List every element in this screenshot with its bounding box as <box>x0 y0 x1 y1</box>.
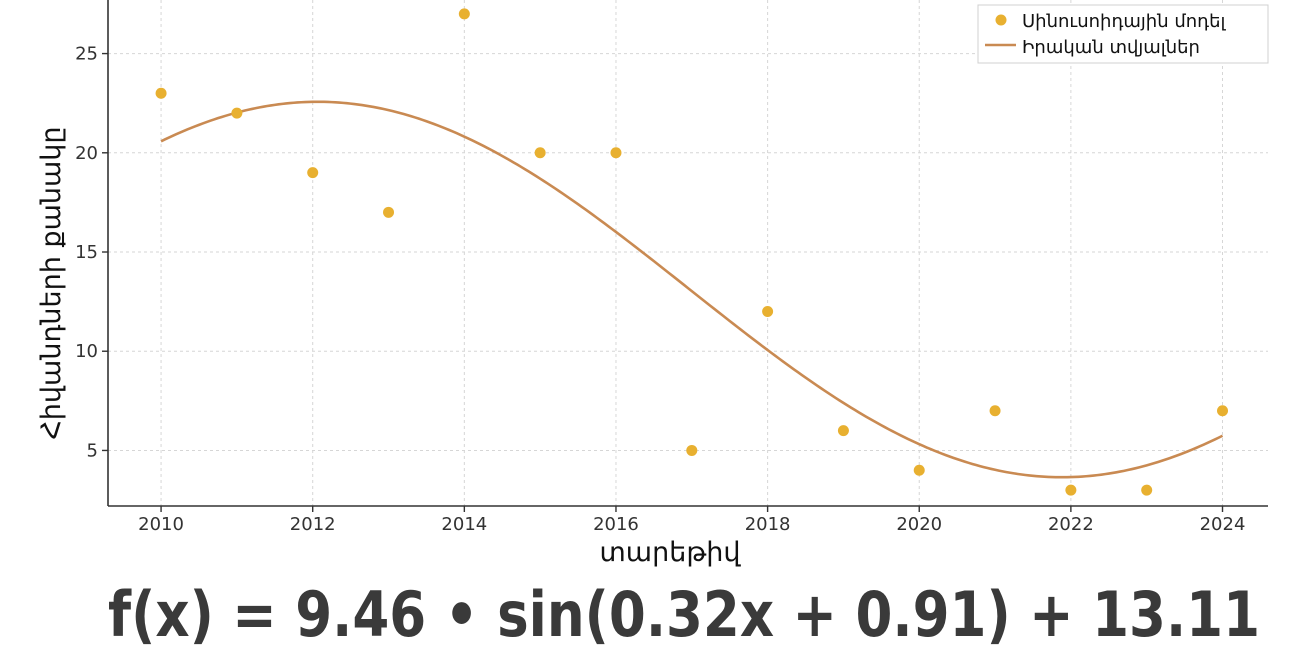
model-curve <box>160 100 1224 479</box>
data-point <box>231 107 243 119</box>
y-tick-label: 20 <box>75 143 98 164</box>
data-point <box>1217 405 1229 417</box>
y-tick-label: 25 <box>75 44 98 65</box>
data-point <box>534 147 546 159</box>
x-tick-label: 2020 <box>896 514 942 535</box>
data-point <box>383 206 395 218</box>
data-point <box>989 405 1001 417</box>
data-point <box>762 306 774 318</box>
x-ticks: 2010 2012 2014 2016 2018 2020 2022 2024 <box>138 506 1245 535</box>
y-ticks: 5 10 15 20 25 <box>75 44 108 461</box>
x-tick-label: 2022 <box>1048 514 1094 535</box>
data-point <box>155 87 167 99</box>
model-curve-layer <box>160 100 1224 479</box>
x-tick-label: 2018 <box>745 514 791 535</box>
legend-label-line: Իրական տվյալներ <box>1022 37 1200 58</box>
x-tick-label: 2014 <box>441 514 487 535</box>
legend: Սինուսոիդային մոդել Իրական տվյալներ <box>977 4 1269 64</box>
data-point <box>686 444 698 456</box>
data-point <box>1141 484 1153 496</box>
formula: f(x) = 9.46 • sin(0.32x + 0.91) + 13.11 <box>108 578 1260 651</box>
y-tick-label: 15 <box>75 242 98 263</box>
y-axis-label: Հիվանդների քանակը <box>36 126 67 439</box>
y-tick-label: 5 <box>87 440 98 461</box>
x-tick-label: 2010 <box>138 514 184 535</box>
data-point <box>458 8 470 20</box>
data-points-layer <box>155 8 1229 496</box>
legend-marker-scatter <box>995 14 1007 26</box>
x-tick-label: 2016 <box>593 514 639 535</box>
data-point <box>837 425 849 437</box>
x-tick-label: 2024 <box>1200 514 1246 535</box>
legend-label-scatter: Սինուսոիդային մոդել <box>1022 11 1227 32</box>
x-tick-label: 2012 <box>290 514 336 535</box>
x-axis-label: տարեթիվ <box>600 537 742 568</box>
grid <box>108 0 1268 506</box>
data-point <box>913 464 925 476</box>
axes <box>107 0 1268 507</box>
y-tick-label: 10 <box>75 341 98 362</box>
data-point <box>307 167 319 179</box>
data-point <box>1065 484 1077 496</box>
data-point <box>610 147 622 159</box>
legend-box <box>977 4 1269 64</box>
